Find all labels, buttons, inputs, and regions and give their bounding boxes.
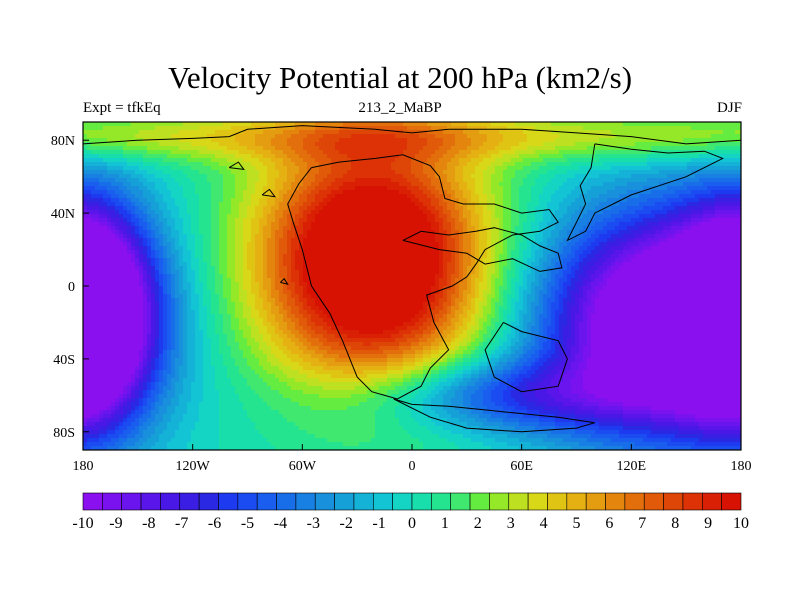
colorbar-tick-label: -5 [241, 515, 254, 532]
coastline [280, 277, 289, 285]
continent-outlines [83, 125, 741, 433]
colorbar-box [508, 492, 529, 511]
lat-tick-label: 40N [51, 207, 75, 222]
colorbar-box [431, 492, 452, 511]
latitude-axis: 80N 40N 0 40S 80S [51, 134, 89, 441]
colorbar-tick-label: 5 [573, 515, 581, 532]
colorbar-tick-label: 1 [441, 515, 449, 532]
season-label: DJF [716, 100, 742, 116]
colorbar-tick-label: -9 [109, 515, 122, 532]
colorbar-box [102, 492, 123, 511]
colorbar-box [198, 492, 219, 511]
colorbar-box [160, 492, 181, 511]
colorbar-box [547, 492, 568, 511]
velocity-potential-field [83, 122, 741, 450]
coastline [402, 227, 563, 272]
coastline [228, 161, 245, 171]
experiment-label: Expt = tfkEq [83, 100, 161, 116]
colorbar-box [489, 492, 510, 511]
colorbar-box [701, 492, 722, 511]
colorbar-box [237, 492, 258, 511]
lon-tick-label: 120W [176, 459, 211, 474]
colorbar-box [411, 492, 432, 511]
lon-tick-label: 60E [510, 459, 533, 474]
colorbar-tick-label: 4 [540, 515, 548, 532]
colorbar-box [450, 492, 471, 511]
colorbar-box [527, 492, 548, 511]
colorbar-box [82, 492, 103, 511]
colorbar-box [392, 492, 413, 511]
colorbar-box [682, 492, 703, 511]
colorbar-box [295, 492, 316, 511]
colorbar-box [218, 492, 239, 511]
colorbar-labels: -10 -9 -8 -7 -6 -5 -4 -3 -2 -1 0 1 2 3 4 5 6 7 8 9 10 [72, 515, 749, 532]
colorbar-box [314, 492, 335, 511]
coastline [287, 154, 559, 400]
colorbar-tick-label: 2 [474, 515, 482, 532]
colorbar-box [721, 492, 742, 511]
coastline [566, 143, 724, 242]
lon-tick-label: 180 [731, 459, 752, 474]
colorbar-box [624, 492, 645, 511]
colorbar-box [353, 492, 374, 511]
colorbar-box [643, 492, 664, 511]
coastline [484, 321, 568, 393]
colorbar-tick-label: -4 [274, 515, 287, 532]
colorbar-tick-label: -3 [307, 515, 320, 532]
lon-tick-label: 180 [73, 459, 94, 474]
colorbar-box [566, 492, 587, 511]
colorbar-tick-label: -8 [142, 515, 155, 532]
lat-tick-label: 40S [53, 353, 75, 368]
coastline [393, 398, 595, 433]
colorbar-box [256, 492, 277, 511]
colorbar-tick-label: -2 [340, 515, 353, 532]
colorbar-box [334, 492, 355, 511]
colorbar-box [276, 492, 297, 511]
lat-tick-label: 0 [68, 280, 75, 295]
coastline [261, 188, 277, 198]
colorbar-box [585, 492, 606, 511]
colorbar-tick-label: 10 [733, 515, 749, 532]
colorbar-box [121, 492, 142, 511]
colorbar-tick-label: 9 [704, 515, 712, 532]
colorbar-tick-label: 8 [671, 515, 679, 532]
coastline [83, 125, 741, 145]
plot-title: Velocity Potential at 200 hPa (km2/s) [167, 60, 633, 95]
colorbar-tick-label: -10 [72, 515, 93, 532]
colorbar-tick-label: -6 [208, 515, 221, 532]
colorbar-box [140, 492, 161, 511]
lon-tick-label: 120E [617, 459, 647, 474]
colorbar-tick-label: 7 [638, 515, 646, 532]
lon-tick-label: 0 [409, 459, 416, 474]
lat-tick-label: 80S [53, 426, 75, 441]
colorbar-box [179, 492, 200, 511]
colorbar-tick-label: -7 [175, 515, 188, 532]
case-label: 213_2_MaBP [358, 100, 442, 116]
lat-tick-label: 80N [51, 134, 75, 149]
colorbar-tick-label: 3 [507, 515, 515, 532]
colorbar-box [663, 492, 684, 511]
lon-tick-label: 60W [289, 459, 317, 474]
colorbar-box [469, 492, 490, 511]
colorbar-tick-label: 0 [408, 515, 416, 532]
colorbar-box [605, 492, 626, 511]
colorbar-box [372, 492, 393, 511]
longitude-axis: 180 120W 60W 0 60E 120E 180 [73, 444, 752, 474]
colorbar-tick-label: -1 [372, 515, 385, 532]
colorbar-tick-label: 6 [605, 515, 613, 532]
colorbar-boxes [82, 492, 742, 511]
